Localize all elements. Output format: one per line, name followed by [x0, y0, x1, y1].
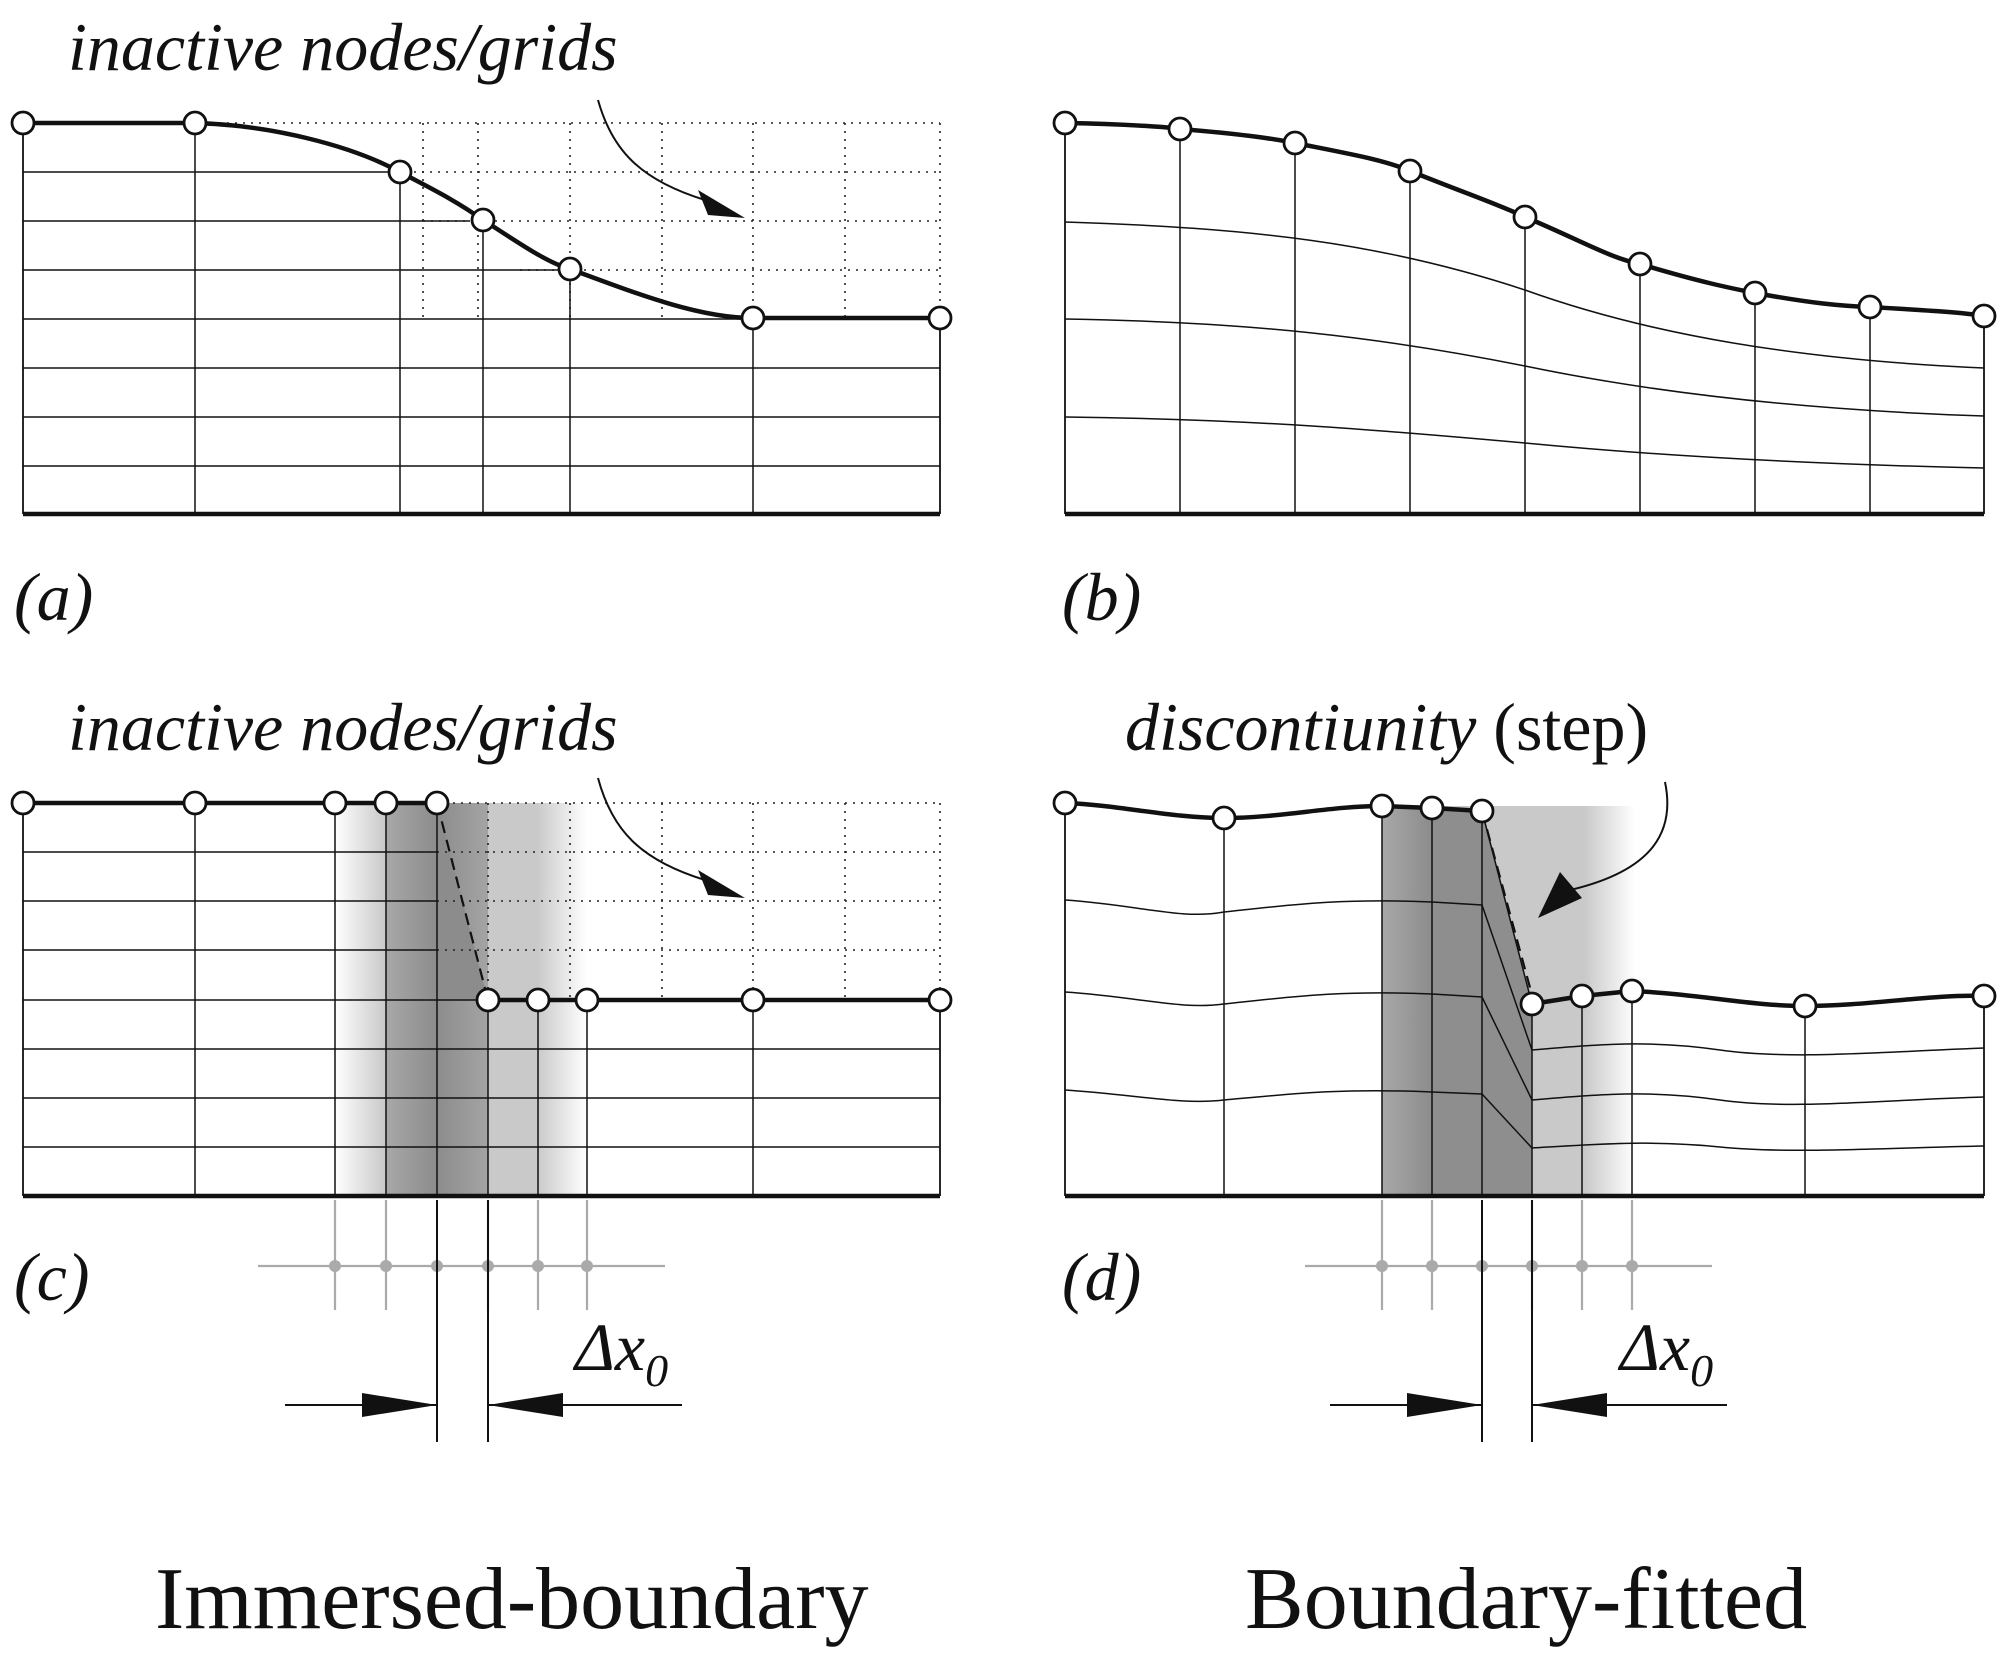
- panel-c-dimension-subscript: 0: [645, 1345, 668, 1396]
- panel-d-annotation: discontiunity: [1125, 689, 1477, 765]
- panel-c-annotation-arrow: [597, 777, 706, 881]
- panel-d-annotation-arrow: [1569, 781, 1669, 891]
- panel-a-nodes: [10, 110, 953, 331]
- panel-d-step-line: [1481, 810, 1533, 1005]
- panel-d-dimension-subscript: 0: [1690, 1345, 1713, 1396]
- panel-d-arrowhead: [1538, 872, 1582, 918]
- panel-b-label: (b): [1062, 559, 1141, 635]
- panel-d-annotation-paren: (step): [1493, 689, 1648, 765]
- panel-a-label: (a): [14, 559, 93, 635]
- panel-c-step-dashed: [435, 802, 490, 1001]
- panel-a-annotation-arrow: [597, 99, 706, 201]
- panel-c: inactive nodes/grids Δx0 (c): [10, 689, 953, 1442]
- panel-d-nodes: [1052, 790, 1997, 1019]
- panel-a: inactive nodes/grids (a): [10, 9, 953, 635]
- panel-d: discontiunity (step) Δx0 (d): [1052, 689, 1997, 1442]
- svg-text:Δx0: Δx0: [1617, 1309, 1713, 1396]
- panel-c-dimension-label: Δx: [572, 1309, 645, 1385]
- panel-d-shading: [1382, 806, 1635, 1196]
- caption-boundary-fitted: Boundary-fitted: [1245, 1551, 1807, 1648]
- panel-d-spacing-scale: [1305, 1200, 1712, 1310]
- panel-a-arrowhead: [698, 190, 745, 218]
- panel-d-fitted-mesh: [1062, 800, 1987, 1199]
- panel-d-label: (d): [1062, 1239, 1141, 1315]
- panel-c-active-mesh: [20, 800, 943, 1199]
- panel-d-dimension-label: Δx: [1617, 1309, 1690, 1385]
- panel-a-active-mesh: [20, 120, 943, 517]
- panel-d-step-dashed: [1480, 810, 1534, 996]
- caption-immersed-boundary: Immersed-boundary: [155, 1551, 869, 1648]
- panel-c-annotation: inactive nodes/grids: [68, 689, 618, 765]
- panel-c-spacing-scale: [258, 1200, 665, 1310]
- panel-c-inactive-grid: [437, 802, 941, 1000]
- svg-text:Δx0: Δx0: [572, 1309, 668, 1396]
- panel-b-fitted-mesh: [1062, 120, 1987, 517]
- panel-b: (b): [1052, 110, 1997, 635]
- panel-c-nodes: [10, 790, 953, 1013]
- panel-a-annotation: inactive nodes/grids: [68, 9, 618, 85]
- panel-c-label: (c): [14, 1239, 89, 1315]
- panel-c-arrowhead: [698, 870, 745, 898]
- panel-b-nodes: [1052, 110, 1997, 329]
- svg-text:discontiunity (step): discontiunity (step): [1125, 689, 1648, 765]
- panel-d-dimension: Δx0: [1330, 1200, 1727, 1442]
- panel-c-dimension: Δx0: [285, 1200, 682, 1442]
